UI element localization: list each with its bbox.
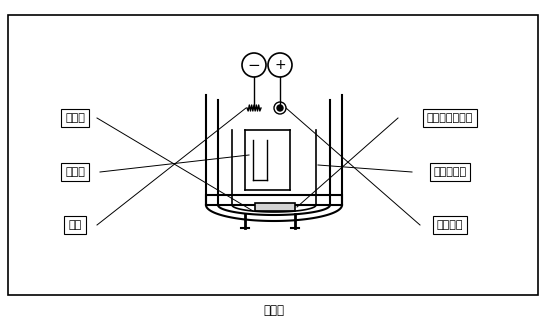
Bar <box>8 15 538 295</box>
Circle shape <box>277 105 283 111</box>
Text: 热敏电阻: 热敏电阻 <box>437 220 463 230</box>
Text: 铅阳极: 铅阳极 <box>65 167 85 177</box>
Text: 氟化乙丙烯薄膜: 氟化乙丙烯薄膜 <box>427 113 473 123</box>
Text: 金阴极: 金阴极 <box>65 113 85 123</box>
Circle shape <box>274 102 286 114</box>
Text: 电阻: 电阻 <box>68 220 82 230</box>
Text: 弱酸电解液: 弱酸电解液 <box>433 167 466 177</box>
Bar <box>206 195 342 205</box>
Bar <box>255 203 295 211</box>
Text: +: + <box>274 58 286 72</box>
Text: 氧传感: 氧传感 <box>264 303 284 316</box>
Circle shape <box>242 53 266 77</box>
Circle shape <box>268 53 292 77</box>
Text: −: − <box>248 57 260 72</box>
